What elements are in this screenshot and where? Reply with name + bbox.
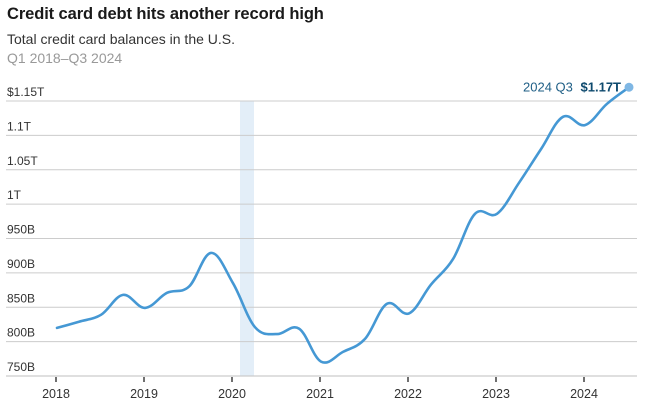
- y-tick-label: 850B: [7, 291, 35, 305]
- x-tick-label: 2018: [42, 387, 70, 401]
- x-tick-label: 2021: [306, 387, 334, 401]
- x-tick-label: 2022: [394, 387, 422, 401]
- x-tick-label: 2024: [570, 387, 598, 401]
- date-range: Q1 2018–Q3 2024: [7, 50, 123, 66]
- y-tick-label: 1.05T: [7, 154, 38, 168]
- endpoint-annotation: 2024 Q3 $1.17T: [523, 79, 621, 94]
- x-axis: 2018 2019 2020 2021 2022 2023 2024: [42, 377, 598, 401]
- y-tick-label: 950B: [7, 223, 35, 237]
- y-tick-label: 800B: [7, 326, 35, 340]
- y-tick-label: 750B: [7, 360, 35, 374]
- y-tick-label: 1.1T: [7, 119, 32, 133]
- endpoint-marker: [624, 82, 634, 92]
- annotation-value: $1.17T: [581, 79, 622, 94]
- balance-line: [55, 86, 631, 364]
- annotation-label: 2024 Q3: [523, 79, 573, 94]
- y-tick-label: $1.15T: [7, 85, 45, 99]
- y-axis: $1.15T 1.1T 1.05T 1T 950B 900B 850B 800B 750B: [7, 85, 45, 374]
- y-tick-label: 900B: [7, 257, 35, 271]
- x-tick-label: 2020: [218, 387, 246, 401]
- y-tick-label: 1T: [7, 188, 22, 202]
- chart-subtitle: Total credit card balances in the U.S.: [7, 31, 236, 47]
- x-tick-label: 2019: [130, 387, 158, 401]
- x-tick-label: 2023: [482, 387, 510, 401]
- gridlines: [6, 100, 637, 377]
- chart-title: Credit card debt hits another record hig…: [7, 5, 324, 23]
